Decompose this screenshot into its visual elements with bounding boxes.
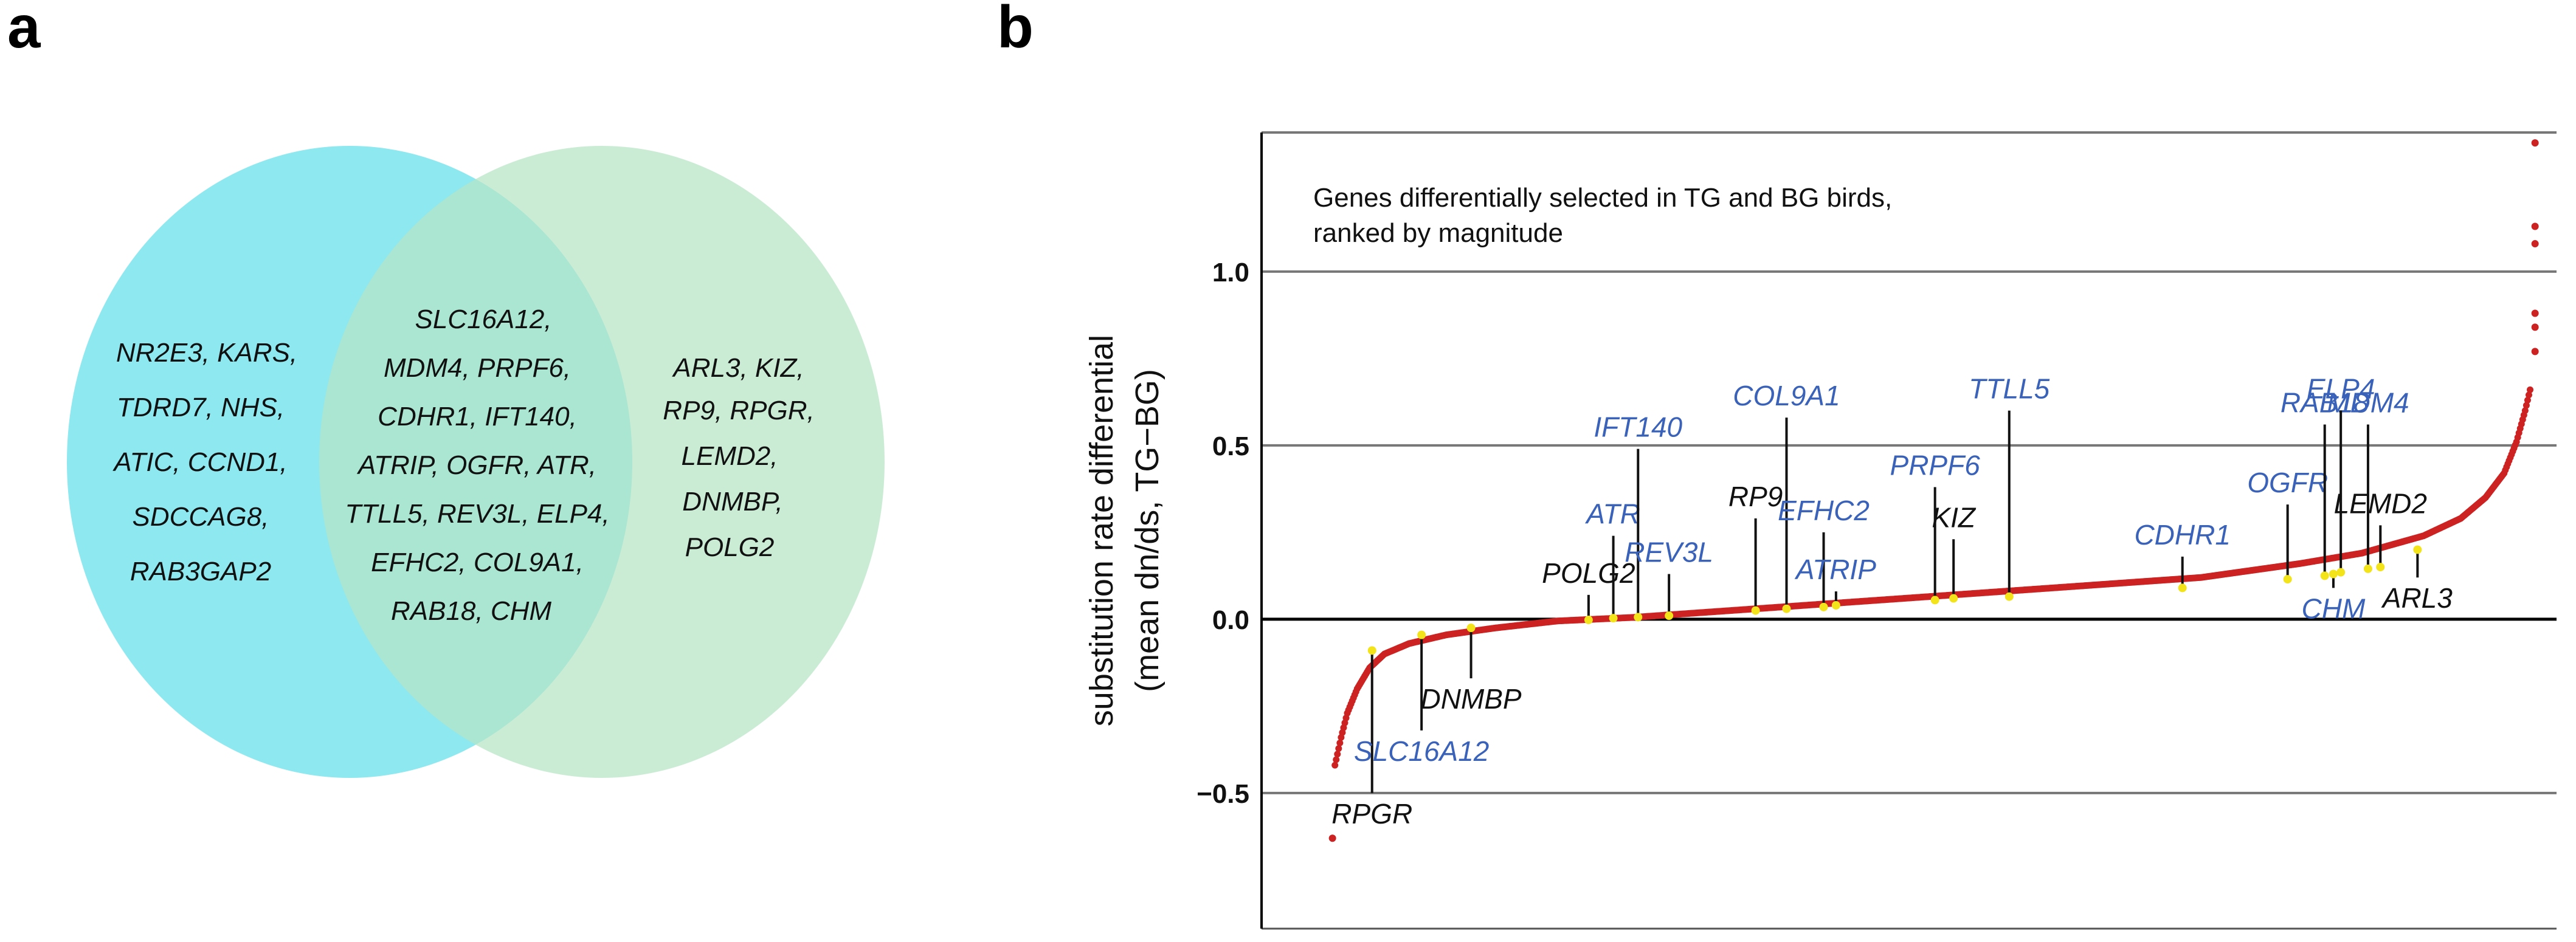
outlier-point	[2531, 323, 2539, 331]
gene-highlight-point	[1367, 646, 1376, 655]
venn-right-only-labels: ARL3, KIZ, RP9, RPGR, LEMD2, DNMBP, POLG…	[663, 353, 814, 562]
gene-label: ARL3	[2381, 582, 2453, 614]
venn-left-line: ATIC, CCND1,	[112, 447, 287, 477]
gene-label: CDHR1	[2134, 519, 2230, 551]
gene-highlight-point	[1782, 604, 1791, 613]
venn-right-circle	[319, 146, 885, 778]
data-point	[2525, 391, 2532, 399]
outlier-point	[2531, 348, 2539, 356]
gene-highlight-point	[2178, 583, 2187, 593]
gene-label: DNMBP	[1420, 683, 1521, 715]
gene-highlight-point	[1609, 614, 1618, 623]
venn-left-line: TDRD7, NHS,	[117, 393, 285, 422]
outlier-point	[2531, 240, 2539, 248]
venn-overlap-labels: SLC16A12, MDM4, PRPF6, CDHR1, IFT140, AT…	[345, 304, 609, 626]
outlier-point	[2531, 139, 2539, 147]
gene-highlight-point	[1665, 611, 1674, 621]
gene-label: ATRIP	[1794, 554, 1876, 585]
data-point	[1335, 745, 1342, 752]
gene-highlight-point	[1466, 624, 1476, 633]
gene-label: RPGR	[1331, 798, 1412, 830]
gene-highlight-point	[2336, 568, 2346, 577]
venn-left-line: SDCCAG8,	[133, 502, 269, 532]
panel-letter-a: a	[7, 0, 41, 60]
y-tick-label: 0.5	[1212, 431, 1249, 461]
outlier-point	[2531, 309, 2539, 317]
venn-right-line: ARL3, KIZ,	[671, 353, 804, 383]
gene-highlight-point	[2363, 564, 2372, 573]
y-tick-label: −0.5	[1196, 779, 1249, 809]
chart-title: Genes differentially selected in TG and …	[1313, 183, 1892, 213]
outlier-point	[2531, 222, 2539, 230]
gene-highlight-point	[1634, 613, 1643, 622]
gene-label: RP9	[1728, 481, 1783, 512]
data-point	[1334, 751, 1341, 758]
gene-label: ATR	[1584, 498, 1640, 530]
gene-highlight-point	[1417, 630, 1426, 639]
venn-right-line: RP9, RPGR,	[663, 396, 814, 425]
data-point	[1331, 762, 1339, 769]
outlier-point	[1328, 834, 1336, 842]
gene-highlight-point	[2283, 575, 2292, 584]
gene-highlight-point	[2329, 569, 2338, 579]
gene-label: CHM	[2302, 593, 2366, 624]
venn-right-line: POLG2	[685, 532, 775, 562]
venn-overlap-line: ATRIP, OGFR, ATR,	[356, 450, 596, 480]
gene-label: IFT140	[1594, 411, 1682, 443]
venn-right-line: LEMD2,	[682, 441, 778, 471]
venn-overlap-line: TTLL5, REV3L, ELP4,	[345, 499, 609, 529]
gene-highlight-point	[2376, 563, 2385, 572]
data-point	[2524, 396, 2531, 404]
venn-overlap-line: MDM4, PRPF6,	[384, 353, 571, 383]
venn-overlap-line: RAB18, CHM	[391, 596, 551, 626]
gene-label: OGFR	[2247, 467, 2328, 498]
venn-right-line: DNMBP,	[682, 487, 782, 517]
y-axis-label-2: (mean dn/ds, TG−BG)	[1129, 369, 1165, 692]
gene-highlight-point	[1831, 600, 1840, 610]
gene-annotations: RPGR SLC16A12 DNMBP POLG2 ATR IFT140 REV3L RP9 C…	[1331, 373, 2453, 830]
gene-label: ELP4	[2307, 373, 2375, 405]
data-point	[2527, 386, 2534, 393]
gene-highlight-point	[2320, 571, 2329, 580]
gene-label: RAB18	[2281, 387, 2369, 419]
venn-diagram: NR2E3, KARS, TDRD7, NHS, ATIC, CCND1, SD…	[67, 146, 885, 778]
chart-panel: −0.5 0.0 0.5 1.0 substitution rate differen…	[1083, 131, 2557, 930]
panel-letter-b: b	[997, 0, 1034, 60]
gene-label: KIZ	[1932, 501, 1976, 533]
venn-left-only-labels: NR2E3, KARS, TDRD7, NHS, ATIC, CCND1, SD…	[112, 338, 297, 586]
gene-label: COL9A1	[1733, 380, 1840, 411]
gene-label: TTLL5	[1969, 373, 2049, 405]
data-point	[1333, 756, 1340, 763]
y-tick-label: 0.0	[1212, 605, 1249, 635]
gene-highlight-point	[1584, 616, 1593, 625]
gene-label: MDM4	[2327, 387, 2409, 419]
gene-label: LEMD2	[2334, 487, 2427, 519]
y-tick-labels: −0.5 0.0 0.5 1.0	[1196, 258, 1249, 809]
gene-highlight-point	[1930, 596, 1939, 605]
gene-label: EFHC2	[1778, 495, 1870, 526]
venn-overlap-line: EFHC2, COL9A1,	[371, 548, 584, 577]
y-axis-label: substitution rate differential	[1083, 335, 1120, 726]
y-tick-label: 1.0	[1212, 258, 1249, 287]
gene-highlight-point	[2005, 592, 2014, 601]
gene-label: PRPF6	[1890, 449, 1981, 481]
gene-label: SLC16A12	[1354, 735, 1490, 767]
gene-label: REV3L	[1625, 537, 1713, 568]
data-point	[2521, 407, 2529, 414]
venn-left-line: RAB3GAP2	[130, 557, 271, 586]
gene-label: POLG2	[1542, 557, 1635, 589]
gene-highlight-point	[2413, 545, 2422, 554]
venn-overlap-line: SLC16A12,	[415, 304, 551, 334]
venn-overlap-line: CDHR1, IFT140,	[378, 402, 577, 431]
chart-subtitle: ranked by magnitude	[1313, 218, 1563, 248]
chart-grid	[1262, 131, 2557, 930]
data-point	[2522, 402, 2530, 409]
data-point	[1336, 740, 1344, 747]
gene-highlight-point	[1751, 606, 1760, 615]
gene-highlight-point	[1949, 594, 1958, 603]
venn-left-line: NR2E3, KARS,	[116, 338, 297, 368]
gene-highlight-point	[1819, 602, 1828, 611]
